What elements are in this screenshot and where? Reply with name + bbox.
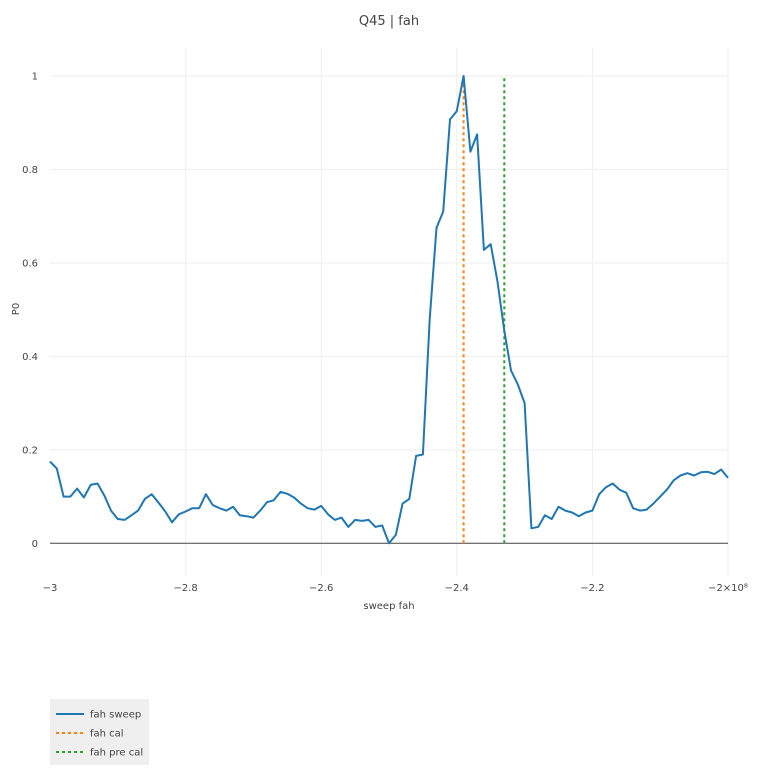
y-tick-label: 0.2: [22, 445, 38, 456]
legend-label: fah sweep: [90, 710, 141, 721]
x-tick-label: −2.8: [173, 583, 197, 594]
y-axis-title: P0: [11, 303, 22, 315]
x-tick-label: −2.4: [445, 583, 469, 594]
chart-title: Q45 | fah: [359, 14, 419, 29]
x-tick-label: −2.6: [309, 583, 333, 594]
y-tick-label: 1: [32, 72, 38, 83]
x-tick-label: −3: [43, 583, 58, 594]
series-fah-sweep: [49, 75, 729, 545]
y-tick-label: 0.4: [22, 352, 38, 363]
x-tick-label: −2×10⁸: [708, 583, 748, 594]
legend: fah sweep fah cal fah pre cal: [50, 699, 149, 765]
grid-lines: [50, 48, 729, 576]
y-tick-label: 0: [32, 539, 38, 550]
legend-label: fah cal: [90, 729, 124, 740]
legend-background: [50, 699, 149, 765]
series-layer: [49, 75, 729, 545]
legend-label: fah pre cal: [90, 748, 143, 759]
y-tick-labels: 0 0.2 0.4 0.6 0.8 1: [22, 72, 38, 550]
x-tick-label: −2.2: [580, 583, 604, 594]
y-tick-label: 0.8: [22, 165, 38, 176]
y-tick-label: 0.6: [22, 258, 38, 269]
x-axis-title: sweep fah: [363, 601, 414, 612]
x-tick-labels: −3 −2.8 −2.6 −2.4 −2.2 −2×10⁸: [43, 583, 748, 594]
